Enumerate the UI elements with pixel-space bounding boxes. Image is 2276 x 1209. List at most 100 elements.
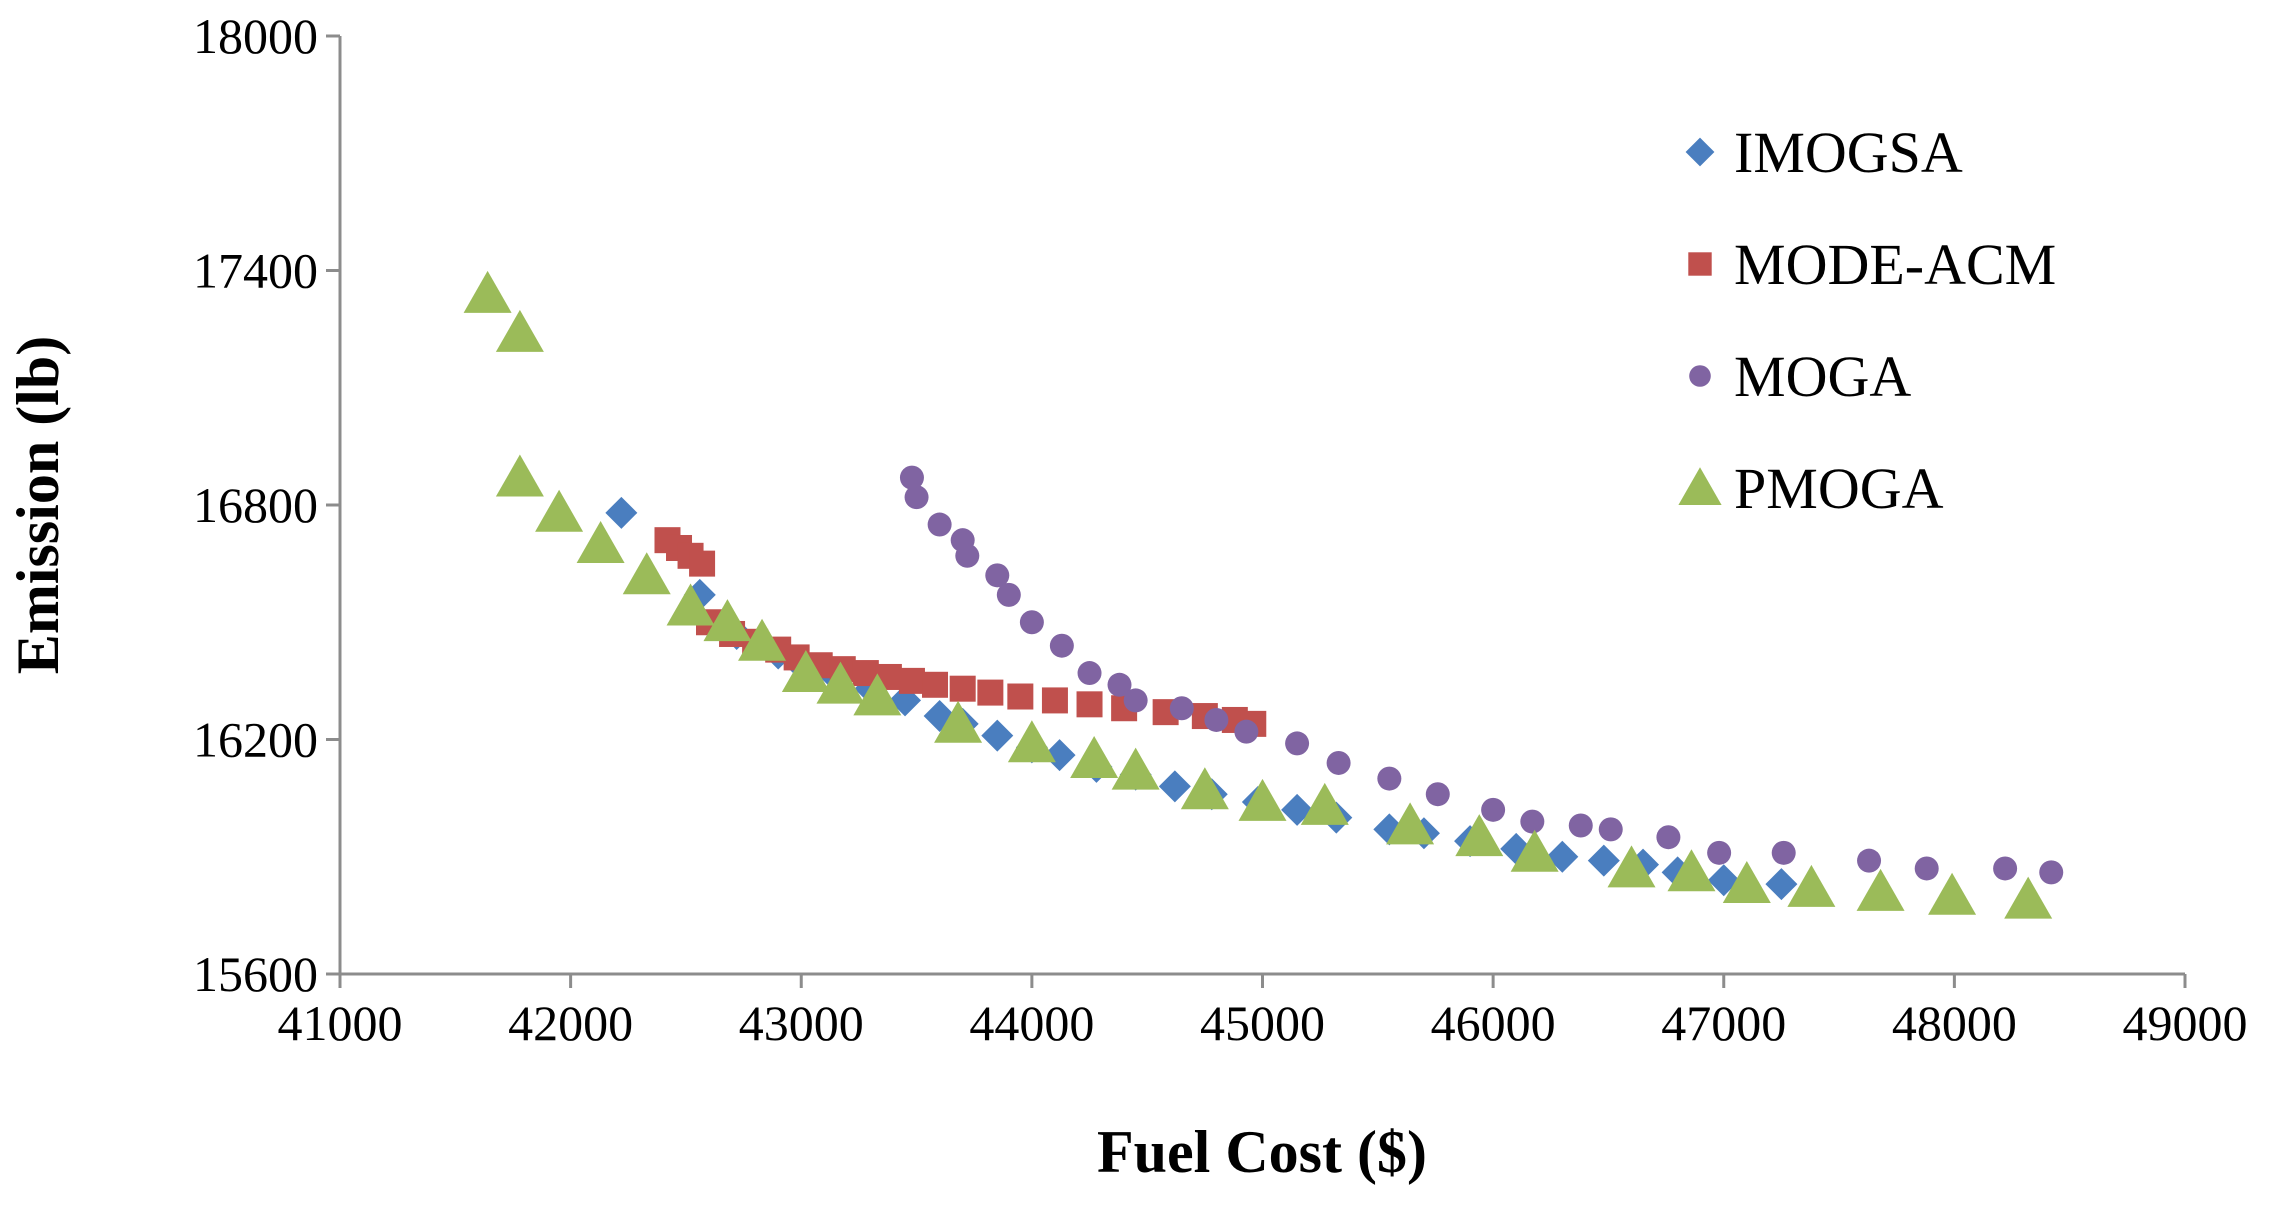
data-point-moga — [1123, 688, 1148, 713]
data-point-pmoga — [1386, 802, 1435, 845]
data-point-pmoga — [1787, 864, 1836, 907]
data-point-mode-acm — [949, 675, 976, 702]
data-point-imogsa — [605, 496, 638, 529]
data-point-mode-acm — [898, 667, 925, 694]
legend-item-pmoga: PMOGA — [1678, 456, 1944, 521]
data-point-moga — [1077, 661, 1102, 686]
data-point-moga — [1568, 813, 1593, 838]
data-point-mode-acm — [977, 679, 1004, 706]
data-point-moga — [927, 512, 952, 537]
data-point-moga — [1049, 633, 1074, 658]
data-point-moga — [1481, 797, 1506, 822]
x-axis-ticks: 41000 42000 43000 44000 45000 46000 47000 48000… — [278, 974, 2248, 1051]
data-point-pmoga — [853, 673, 902, 716]
data-point-mode-acm — [1076, 691, 1103, 718]
series-moga — [899, 465, 2064, 885]
x-tick-label: 49000 — [2123, 995, 2248, 1051]
data-point-moga — [1107, 672, 1132, 697]
data-point-pmoga — [781, 649, 830, 692]
data-point-pmoga — [1238, 778, 1287, 821]
data-point-moga — [985, 563, 1010, 588]
data-point-moga — [1520, 809, 1545, 834]
legend-item-imogsa: IMOGSA — [1685, 120, 1963, 185]
data-point-pmoga — [1007, 720, 1056, 763]
data-point-moga — [1993, 856, 2018, 881]
y-tick-label: 17400 — [193, 243, 318, 299]
data-point-moga — [1771, 840, 1796, 865]
data-point-pmoga — [738, 618, 787, 661]
x-tick-label: 45000 — [1200, 995, 1325, 1051]
data-point-moga — [904, 485, 929, 510]
y-axis-ticks: 15600 16200 16800 17400 18000 — [193, 8, 340, 1002]
data-point-pmoga — [622, 552, 671, 595]
legend-marker-mode-acm — [1688, 252, 1712, 276]
x-axis-title: Fuel Cost ($) — [1097, 1119, 1427, 1185]
y-tick-label: 18000 — [193, 8, 318, 64]
data-point-imogsa — [981, 719, 1014, 752]
legend-label: MOGA — [1734, 344, 1911, 409]
data-point-moga — [1707, 840, 1732, 865]
data-point-pmoga — [934, 700, 983, 743]
data-point-moga — [1234, 719, 1259, 744]
data-point-pmoga — [1607, 845, 1656, 888]
data-point-moga — [955, 543, 980, 568]
legend-item-moga: MOGA — [1689, 344, 1911, 409]
data-point-imogsa — [1765, 868, 1798, 901]
x-tick-label: 43000 — [739, 995, 864, 1051]
data-point-pmoga — [2004, 876, 2053, 919]
data-point-imogsa — [1043, 739, 1076, 772]
data-point-moga — [899, 465, 924, 490]
x-tick-label: 47000 — [1661, 995, 1786, 1051]
data-point-pmoga — [1070, 735, 1119, 778]
data-point-pmoga — [535, 489, 584, 532]
data-point-mode-acm — [1041, 687, 1068, 714]
data-point-pmoga — [576, 520, 625, 563]
data-point-mode-acm — [1007, 683, 1034, 710]
data-point-pmoga — [1455, 814, 1504, 857]
data-point-imogsa — [1587, 844, 1620, 877]
y-tick-label: 16200 — [193, 712, 318, 768]
data-point-pmoga — [1856, 868, 1905, 911]
data-point-moga — [996, 582, 1021, 607]
data-point-moga — [2039, 860, 2064, 885]
data-point-pmoga — [666, 583, 715, 626]
legend-marker-imogsa — [1685, 137, 1715, 167]
data-point-moga — [1019, 610, 1044, 635]
data-point-moga — [1598, 817, 1623, 842]
data-point-pmoga — [1510, 829, 1559, 872]
x-tick-label: 48000 — [1892, 995, 2017, 1051]
data-point-moga — [1857, 848, 1882, 873]
series-layer — [463, 270, 2064, 919]
data-point-moga — [1377, 766, 1402, 791]
y-tick-label: 16800 — [193, 477, 318, 533]
data-point-pmoga — [1667, 849, 1716, 892]
data-point-pmoga — [495, 309, 544, 352]
data-point-moga — [1285, 731, 1310, 756]
y-tick-label: 15600 — [193, 946, 318, 1002]
data-point-imogsa — [1158, 770, 1191, 803]
data-point-pmoga — [1300, 782, 1349, 825]
data-point-pmoga — [1722, 861, 1771, 904]
series-pmoga — [463, 270, 2053, 919]
legend-item-mode-acm: MODE-ACM — [1688, 232, 2056, 297]
data-point-mode-acm — [922, 671, 949, 698]
legend-label: IMOGSA — [1734, 120, 1963, 185]
legend-label: PMOGA — [1734, 456, 1944, 521]
x-tick-label: 46000 — [1431, 995, 1556, 1051]
series-imogsa — [605, 496, 1798, 901]
x-tick-label: 44000 — [969, 995, 1094, 1051]
data-point-moga — [1425, 782, 1450, 807]
data-point-pmoga — [816, 661, 865, 704]
data-point-pmoga — [463, 270, 512, 313]
data-point-pmoga — [1111, 747, 1160, 790]
data-point-pmoga — [495, 454, 544, 497]
data-point-moga — [1656, 825, 1681, 850]
legend: IMOGSA MODE-ACM MOGA PMOGA — [1678, 120, 2056, 521]
legend-marker-moga — [1689, 365, 1711, 387]
data-point-moga — [1914, 856, 1939, 881]
data-point-moga — [1204, 707, 1229, 732]
legend-label: MODE-ACM — [1734, 232, 2056, 297]
x-tick-label: 42000 — [508, 995, 633, 1051]
data-point-moga — [1326, 750, 1351, 775]
